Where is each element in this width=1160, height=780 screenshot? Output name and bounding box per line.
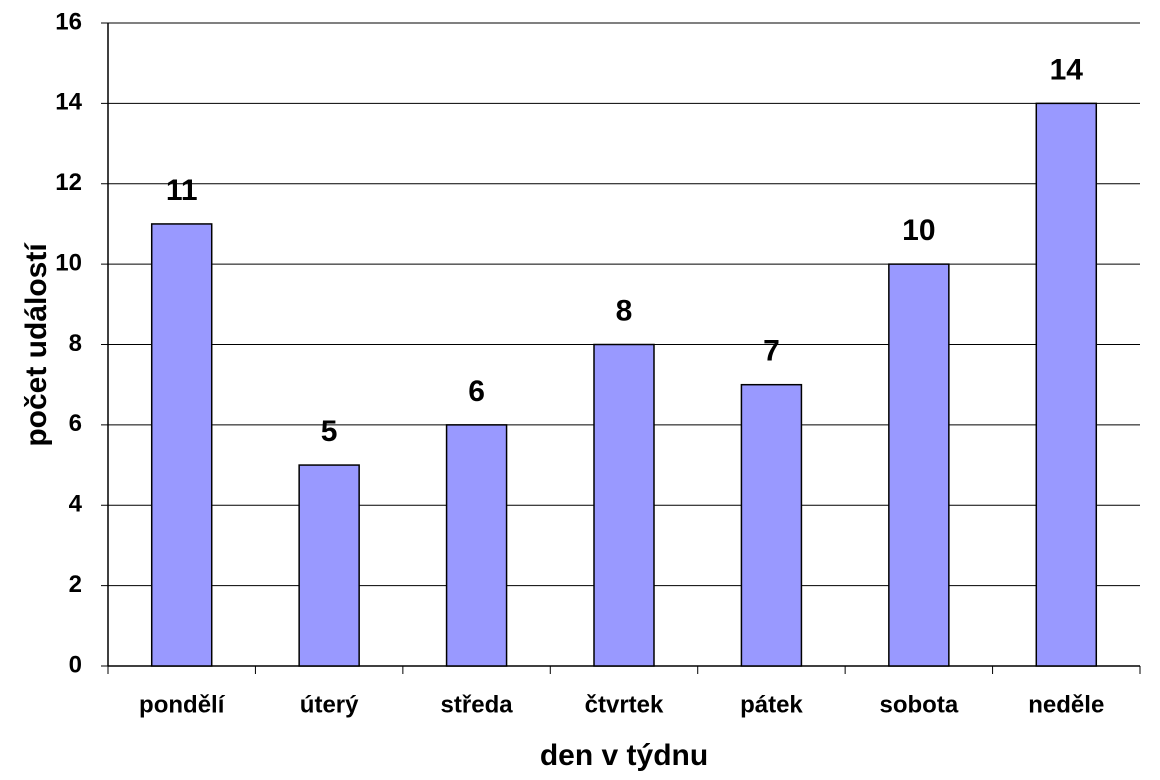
- x-tick-label: čtvrtek: [585, 691, 664, 718]
- data-label: 14: [1050, 53, 1084, 86]
- y-tick-label: 2: [69, 571, 82, 598]
- x-tick-label: neděle: [1028, 691, 1104, 718]
- x-axis-title: den v týdnu: [540, 739, 708, 772]
- x-tick-label: pondělí: [139, 691, 226, 718]
- y-tick-label: 16: [55, 8, 82, 35]
- y-tick-label: 4: [69, 491, 83, 518]
- bar: [888, 263, 950, 667]
- x-tick-label: sobota: [880, 691, 959, 718]
- data-label: 7: [763, 335, 780, 368]
- x-tick-label: pátek: [740, 691, 803, 718]
- y-tick-label: 6: [69, 410, 82, 437]
- y-tick-label: 14: [55, 89, 82, 116]
- bar: [593, 343, 655, 667]
- data-label: 11: [166, 174, 198, 207]
- data-label: 10: [902, 214, 935, 247]
- y-tick-label: 10: [55, 249, 82, 276]
- y-tick-label: 0: [69, 651, 82, 678]
- bar: [298, 464, 360, 667]
- data-label: 8: [616, 294, 633, 327]
- bar: [445, 424, 508, 667]
- bar: [150, 223, 213, 667]
- y-axis-title: počet událostí: [20, 242, 53, 447]
- bar: [1035, 102, 1098, 667]
- data-label: 6: [468, 375, 485, 408]
- y-tick-label: 8: [69, 330, 82, 357]
- x-tick-label: úterý: [300, 691, 359, 718]
- x-tick-label: středa: [441, 691, 514, 718]
- data-label: 5: [321, 415, 338, 448]
- y-tick-label: 12: [55, 169, 82, 196]
- bar: [740, 383, 803, 667]
